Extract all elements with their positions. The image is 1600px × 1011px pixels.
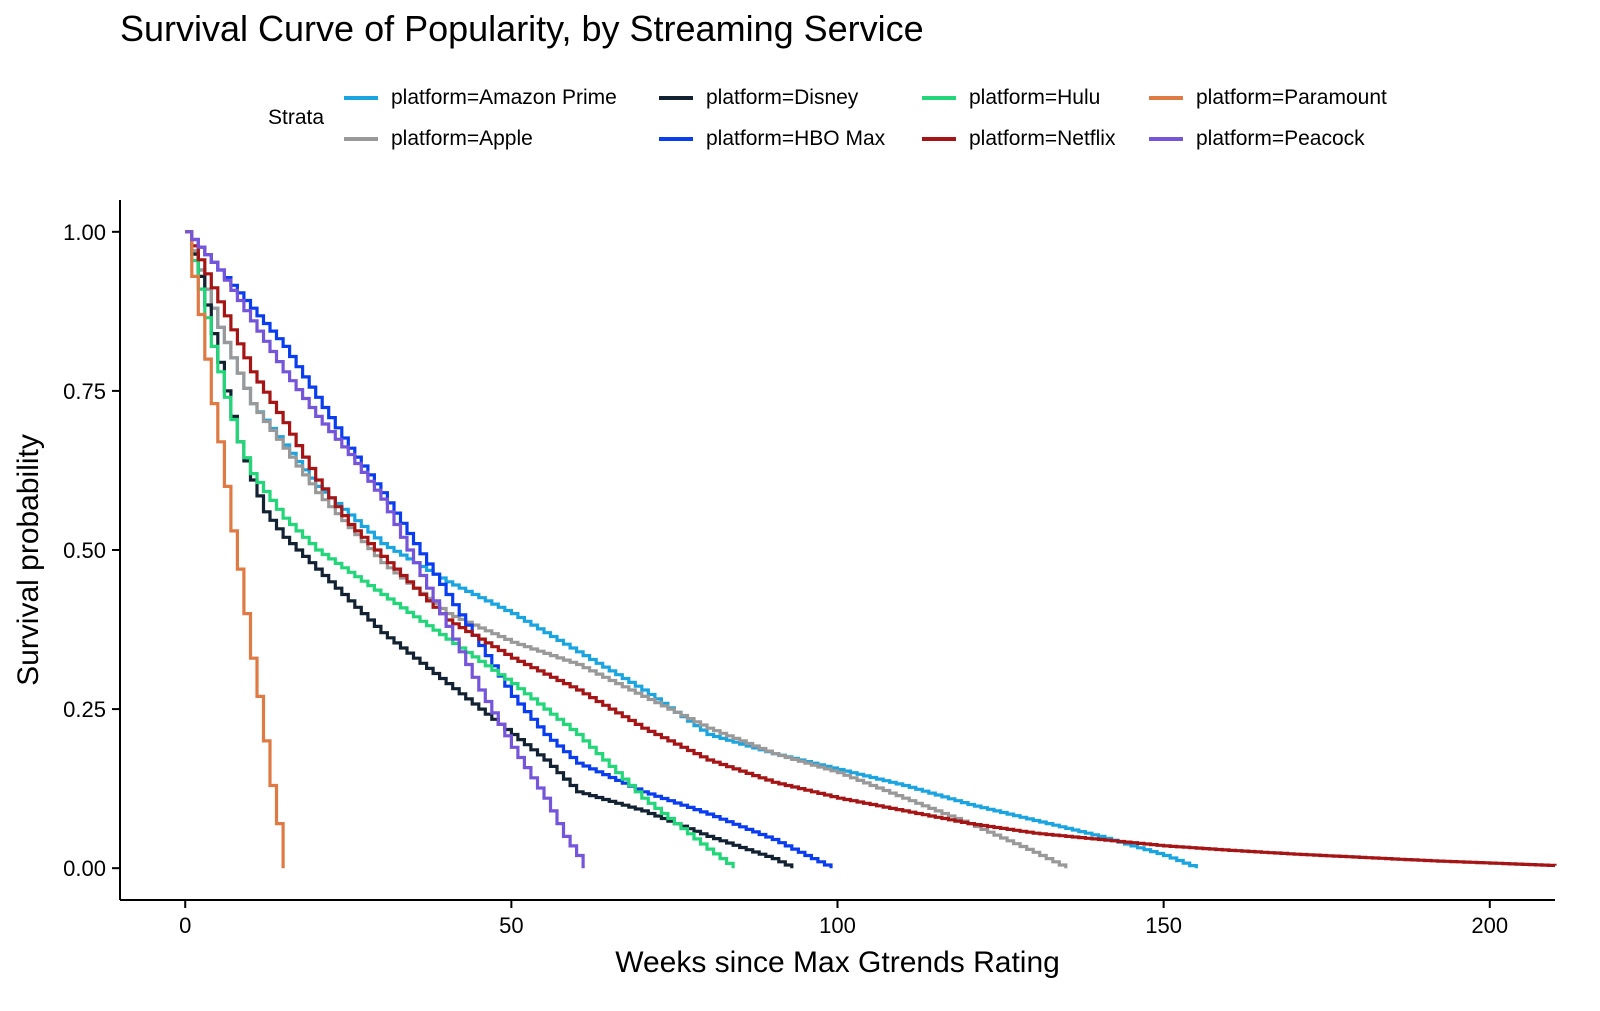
legend-item-hulu: platform=Hulu: [922, 86, 1100, 110]
series-line-amazon-prime: [185, 230, 1198, 869]
series-line-hulu: [185, 230, 735, 869]
legend-key-hulu: [922, 96, 956, 100]
series-layer: [185, 230, 1557, 869]
y-tick-label: 0.75: [63, 379, 106, 404]
y-axis-ticks: 0.00 0.25 0.50 0.75 1.00: [63, 220, 120, 881]
legend-item-apple: platform=Apple: [344, 127, 533, 151]
series-line-netflix: [185, 230, 1557, 867]
series-line-peacock: [185, 230, 585, 869]
series-line-paramount: [185, 230, 285, 869]
legend-title: Strata: [268, 106, 325, 129]
y-tick-label: 1.00: [63, 220, 106, 245]
legend-key-peacock: [1149, 137, 1183, 141]
legend-item-netflix: platform=Netflix: [922, 127, 1115, 151]
chart-title: Survival Curve of Popularity, by Streami…: [120, 8, 924, 49]
legend-item-disney: platform=Disney: [659, 86, 858, 110]
legend-item-peacock: platform=Peacock: [1149, 127, 1365, 151]
legend-label-peacock: platform=Peacock: [1196, 127, 1365, 150]
y-axis-title: Survival probability: [12, 434, 45, 686]
x-axis-title: Weeks since Max Gtrends Rating: [615, 946, 1060, 979]
series-line-disney: [185, 230, 794, 869]
x-tick-label: 50: [499, 913, 523, 938]
y-tick-label: 0.25: [63, 697, 106, 722]
legend-key-amazon-prime: [344, 96, 378, 100]
legend: Strata platform=Amazon Prime platform=Ap…: [0, 0, 1600, 180]
legend-label-amazon-prime: platform=Amazon Prime: [391, 86, 617, 109]
x-tick-label: 200: [1471, 913, 1508, 938]
legend-item-paramount: platform=Paramount: [1149, 86, 1387, 110]
legend-label-hulu: platform=Hulu: [969, 86, 1101, 109]
legend-key-apple: [344, 137, 378, 141]
legend-item-hbo-max: platform=HBO Max: [659, 127, 885, 151]
x-tick-label: 100: [819, 913, 856, 938]
legend-label-paramount: platform=Paramount: [1196, 86, 1387, 109]
y-tick-label: 0.50: [63, 538, 106, 563]
legend-key-hbo-max: [659, 137, 693, 141]
legend-label-hbo-max: platform=HBO Max: [706, 127, 886, 150]
y-tick-label: 0.00: [63, 856, 106, 881]
x-tick-label: 150: [1145, 913, 1182, 938]
legend-item-amazon-prime: platform=Amazon Prime: [344, 86, 617, 110]
legend-label-netflix: platform=Netflix: [969, 127, 1116, 150]
legend-key-disney: [659, 96, 693, 100]
legend-key-netflix: [922, 137, 956, 141]
legend-label-apple: platform=Apple: [391, 127, 533, 150]
x-tick-label: 0: [179, 913, 191, 938]
legend-label-disney: platform=Disney: [706, 86, 859, 109]
legend-key-paramount: [1149, 96, 1183, 100]
series-line-hbo-max: [185, 230, 833, 869]
x-axis-ticks: 0 50 100 150 200: [179, 900, 1508, 938]
